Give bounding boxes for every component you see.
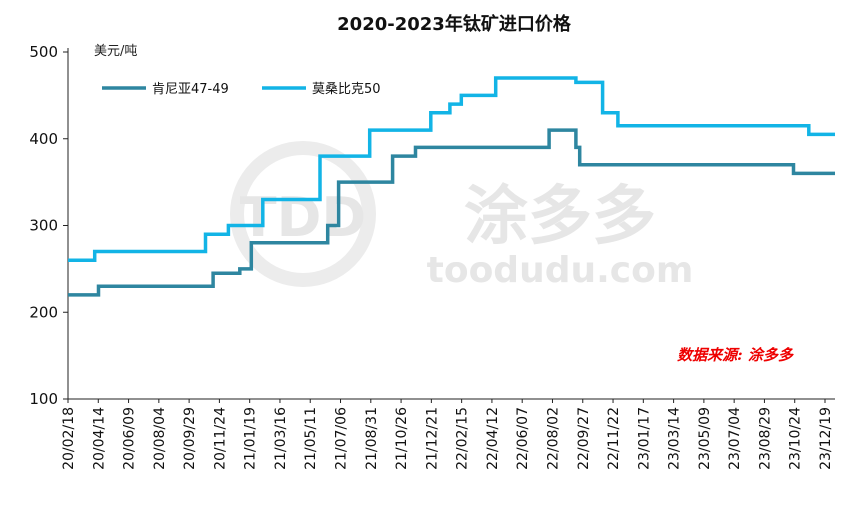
x-tick-label: 20/09/29 bbox=[182, 407, 198, 470]
chart-title: 2020-2023年钛矿进口价格 bbox=[337, 13, 572, 35]
x-tick-label: 20/06/09 bbox=[122, 407, 138, 470]
x-tick-label: 23/12/19 bbox=[818, 407, 834, 470]
x-tick-label: 23/07/04 bbox=[727, 407, 743, 470]
x-tick-label: 22/06/07 bbox=[515, 407, 531, 470]
unit-label: 美元/吨 bbox=[94, 44, 137, 59]
x-tick-label: 21/05/11 bbox=[303, 407, 319, 470]
y-tick-label: 100 bbox=[29, 390, 58, 408]
y-tick-label: 200 bbox=[29, 303, 58, 321]
x-tick-label: 21/08/31 bbox=[364, 407, 380, 470]
y-tick-label: 300 bbox=[29, 217, 58, 235]
y-tick-label: 400 bbox=[29, 130, 58, 148]
x-tick-label: 20/04/14 bbox=[91, 407, 107, 470]
x-tick-label: 23/01/17 bbox=[636, 407, 652, 470]
x-tick-label: 23/10/24 bbox=[788, 407, 804, 470]
series-layer bbox=[68, 76, 835, 297]
legend: 肯尼亚47-49 莫桑比克50 bbox=[102, 82, 381, 97]
x-tick-label: 22/08/02 bbox=[545, 407, 561, 470]
legend-label-2: 莫桑比克50 bbox=[312, 82, 381, 97]
axes: 100 200 300 400 500 20/02/18 20/04/14 20/06/09 2… bbox=[29, 43, 835, 470]
x-tick-label: 21/03/16 bbox=[273, 407, 289, 470]
x-tick-label: 21/12/21 bbox=[424, 407, 440, 470]
watermark-brand: 涂多多 bbox=[464, 180, 656, 254]
x-tick-label: 22/11/22 bbox=[606, 407, 622, 470]
x-tick-label: 22/02/15 bbox=[455, 407, 471, 470]
x-tick-label: 23/08/29 bbox=[757, 407, 773, 470]
source-note: 数据来源: 涂多多 bbox=[677, 346, 794, 364]
watermark-logo-text: TDD bbox=[240, 186, 366, 249]
x-tick-label: 20/11/24 bbox=[212, 407, 228, 470]
x-tick-label: 20/02/18 bbox=[61, 407, 77, 470]
x-tick-label: 23/05/09 bbox=[697, 407, 713, 470]
x-tick-label: 20/08/04 bbox=[152, 407, 168, 470]
series-line-1 bbox=[68, 128, 835, 297]
x-tick-label: 21/10/26 bbox=[394, 407, 410, 470]
watermark-logo-icon bbox=[230, 141, 376, 287]
y-tick-label: 500 bbox=[29, 43, 58, 61]
x-tick-label: 22/04/12 bbox=[485, 407, 501, 470]
series-line-2 bbox=[68, 76, 835, 262]
watermark: TDD 涂多多 toodudu.com bbox=[230, 141, 694, 291]
x-tick-label: 22/09/27 bbox=[576, 407, 592, 470]
legend-label-1: 肯尼亚47-49 bbox=[152, 82, 229, 97]
watermark-url: toodudu.com bbox=[427, 250, 694, 291]
x-tick-label: 21/01/19 bbox=[243, 407, 259, 470]
x-tick-label: 23/03/14 bbox=[667, 407, 683, 470]
x-tick-label: 21/07/06 bbox=[334, 407, 350, 470]
